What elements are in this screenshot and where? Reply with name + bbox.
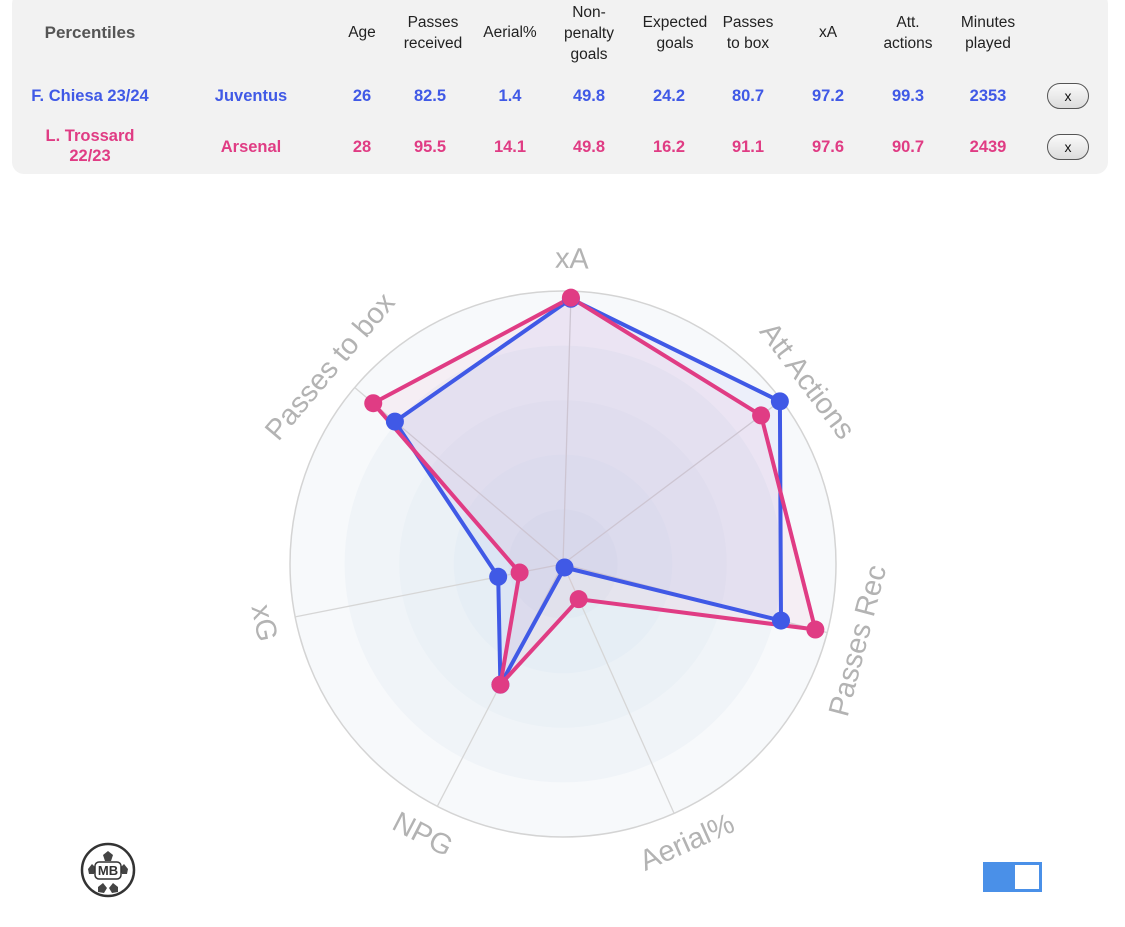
npg-value: 49.8 [572, 138, 606, 156]
axis-label: xA [555, 243, 590, 276]
data-point [510, 563, 529, 582]
minutes-value: 2353 [969, 87, 1007, 105]
xa-value: 97.6 [811, 138, 845, 156]
remove-player-button[interactable]: x [1047, 134, 1089, 160]
xa-value: 97.2 [811, 87, 845, 105]
aerial-value: 14.1 [493, 138, 527, 156]
xg-value: 24.2 [652, 87, 686, 105]
axis-label: xG [245, 602, 284, 645]
player-name: L. Trossard 22/23 [45, 127, 135, 165]
minutes-value: 2439 [969, 138, 1007, 156]
data-point [569, 590, 588, 609]
header-passes-received: Passes received [403, 14, 463, 52]
data-point [561, 288, 580, 307]
radar-outer-ring [289, 290, 837, 838]
npg-value: 49.8 [572, 87, 606, 105]
toggle-knob [1015, 865, 1039, 889]
passes-to-box-value: 91.1 [731, 138, 765, 156]
data-point [806, 620, 825, 639]
header-xg: Expected goals [642, 14, 708, 52]
comparison-table [12, 0, 1108, 174]
radar-spoke [562, 291, 572, 565]
radar-spoke [562, 399, 782, 565]
series-line [371, 295, 818, 687]
svg-text:MB: MB [98, 863, 118, 878]
data-point [752, 406, 771, 425]
data-point [771, 611, 790, 630]
data-point [555, 558, 574, 577]
passes-received-value: 82.5 [413, 87, 447, 105]
series-area [394, 298, 781, 685]
percentiles-label: Percentiles [44, 23, 136, 42]
team-name: Juventus [214, 87, 288, 105]
header-att-actions: Att. actions [883, 14, 933, 52]
header-passes-to-box: Passes to box [722, 14, 774, 52]
series-area [373, 297, 816, 685]
team-name: Arsenal [220, 138, 282, 156]
passes-received-value: 95.5 [413, 138, 447, 156]
mb-ball-logo: MB [80, 842, 136, 898]
passes-to-box-value: 80.7 [731, 87, 765, 105]
data-point [491, 675, 510, 694]
aerial-value: 1.4 [498, 87, 522, 105]
toggle-switch[interactable] [983, 862, 1042, 892]
data-point [364, 394, 383, 413]
age-value: 28 [352, 138, 372, 156]
att-actions-value: 99.3 [891, 87, 925, 105]
xg-value: 16.2 [652, 138, 686, 156]
data-point [770, 392, 789, 411]
header-age: Age [348, 24, 376, 41]
axis-label: NPG [387, 806, 458, 863]
data-point [385, 412, 404, 431]
att-actions-value: 90.7 [891, 138, 925, 156]
header-minutes: Minutes played [960, 14, 1016, 52]
age-value: 26 [352, 87, 372, 105]
header-aerial: Aerial% [483, 24, 537, 41]
header-xa: xA [818, 24, 838, 41]
data-point [489, 567, 508, 586]
remove-player-button[interactable]: x [1047, 83, 1089, 109]
player-name: F. Chiesa 23/24 [31, 87, 149, 105]
header-npg: Non- penalty goals [564, 4, 614, 63]
